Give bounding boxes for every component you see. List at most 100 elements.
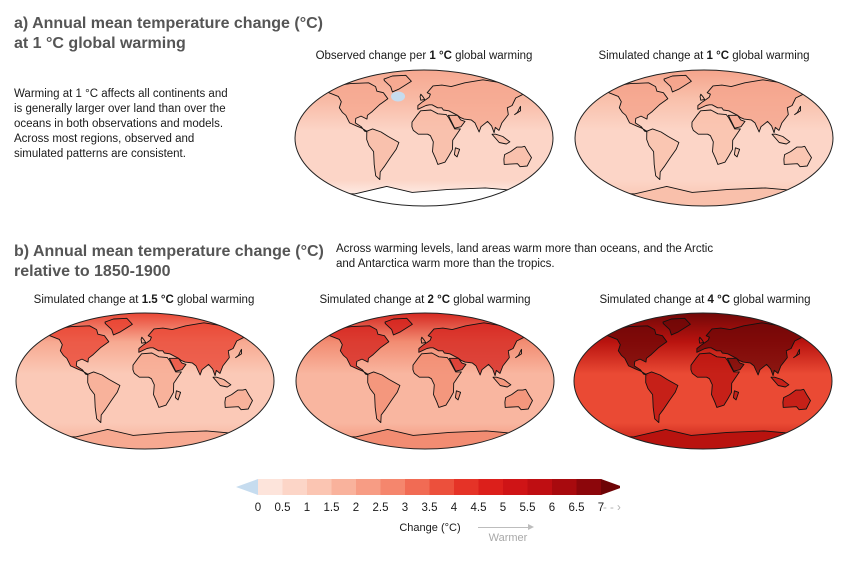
continent-japan — [793, 348, 801, 359]
continent-greenland — [384, 317, 413, 336]
continent-north-america — [601, 82, 669, 133]
continent-australia — [504, 388, 533, 411]
continent-japan — [514, 105, 522, 116]
continent-australia — [224, 388, 253, 411]
continent-europe-asia — [138, 322, 256, 377]
colorbar-tick-label: 1 — [303, 502, 311, 514]
continent-south-america — [646, 128, 680, 181]
map-border — [294, 69, 554, 207]
continent-south-america — [367, 371, 401, 424]
colorbar-tick-label: 5 — [499, 502, 507, 514]
colorbar-tick-label: 5.5 — [519, 502, 536, 514]
continent-africa — [411, 109, 461, 165]
continent-indonesia — [212, 376, 232, 388]
map-title-simulated-1-5c: Simulated change at 1.5 °C global warmin… — [33, 294, 255, 306]
colorbar-tick-label: 1.5 — [323, 502, 340, 514]
continent-madagascar — [454, 390, 462, 401]
warmer-arrow-icon — [478, 524, 534, 530]
section-a-title: a) Annual mean temperature change (°C) a… — [14, 14, 323, 54]
colorbar-tick-label: 0.5 — [274, 502, 291, 514]
continent-africa — [691, 109, 741, 165]
map-simulated-4c — [573, 312, 833, 450]
continent-japan — [515, 348, 523, 359]
colorbar-segment — [478, 479, 504, 495]
map-border — [295, 312, 555, 450]
colorbar-tick-label: 4 — [450, 502, 458, 514]
section-a-title-line1: a) Annual mean temperature change (°C) — [14, 15, 323, 32]
colorbar-segment — [405, 479, 430, 495]
section-b-title-line1: b) Annual mean temperature change (°C) — [14, 243, 324, 260]
ocean-fill — [296, 313, 554, 449]
colorbar-tick-label: 3 — [401, 502, 409, 514]
cooling-patch — [391, 91, 406, 102]
colorbar-segment — [380, 479, 406, 495]
colorbar-segment — [576, 479, 602, 495]
continent-australia — [503, 145, 532, 168]
section-a-description: Warming at 1 °C affects all continents a… — [14, 87, 228, 162]
continent-africa — [690, 352, 740, 408]
section-b-desc-line: Across warming levels, land areas warm m… — [336, 243, 714, 255]
colorbar-tick-label: 6 — [548, 502, 556, 514]
colorbar — [236, 479, 620, 495]
colorbar-segment — [527, 479, 553, 495]
continent-indonesia — [492, 376, 512, 388]
continent-europe-asia — [696, 322, 814, 377]
section-a-desc-line: Across most regions, observed and — [14, 133, 195, 145]
warmer-label: Warmer — [488, 532, 528, 544]
map-border — [15, 312, 275, 450]
section-a-desc-line: oceans in both observations and models. — [14, 118, 224, 130]
ocean-fill — [574, 313, 832, 449]
continent-north-america — [600, 325, 668, 376]
colorbar-segment — [282, 479, 308, 495]
colorbar-segment — [429, 479, 455, 495]
continent-africa — [412, 352, 462, 408]
continent-north-america — [321, 82, 389, 133]
continent-greenland — [104, 317, 133, 336]
continent-uk — [140, 336, 147, 344]
continent-indonesia — [771, 133, 791, 145]
ocean-fill — [295, 70, 553, 206]
ocean-fill — [16, 313, 274, 449]
continent-south-america — [87, 371, 121, 424]
map-observed-1c — [294, 69, 554, 207]
colorbar-tick-label: 2.5 — [372, 502, 389, 514]
colorbar-segment — [454, 479, 479, 495]
map-title-simulated-1c: Simulated change at 1 °C global warming — [598, 50, 810, 62]
map-border — [574, 69, 834, 207]
map-title-simulated-4c: Simulated change at 4 °C global warming — [599, 294, 811, 306]
continent-north-america — [42, 325, 110, 376]
map-simulated-1-5c — [15, 312, 275, 450]
continent-uk — [699, 93, 706, 101]
colorbar-segment — [356, 479, 381, 495]
continent-europe-asia — [697, 79, 815, 134]
continent-uk — [419, 93, 426, 101]
map-title-simulated-2c: Simulated change at 2 °C global warming — [319, 294, 531, 306]
colorbar-tick-label: 2 — [352, 502, 360, 514]
colorbar-segment — [503, 479, 528, 495]
section-a-desc-line: is generally larger over land than over … — [14, 103, 226, 115]
continent-greenland — [662, 317, 691, 336]
map-simulated-1c — [574, 69, 834, 207]
colorbar-tick-label: 6.5 — [568, 502, 585, 514]
map-simulated-2c — [295, 312, 555, 450]
continent-madagascar — [174, 390, 182, 401]
section-b-title-line2: relative to 1850-1900 — [14, 263, 171, 280]
section-b-title: b) Annual mean temperature change (°C) r… — [14, 242, 324, 282]
continent-japan — [794, 105, 802, 116]
continent-madagascar — [453, 147, 461, 158]
map-border — [573, 312, 833, 450]
continent-madagascar — [733, 147, 741, 158]
colorbar-title: Change (°C) — [399, 522, 461, 534]
continent-japan — [235, 348, 243, 359]
colorbar-segment — [307, 479, 332, 495]
colorbar-tick-label: 3.5 — [421, 502, 438, 514]
continent-australia — [782, 388, 811, 411]
ocean-fill — [575, 70, 833, 206]
section-a-desc-line: simulated patterns are consistent. — [14, 148, 186, 160]
continent-madagascar — [732, 390, 740, 401]
continent-uk — [698, 336, 705, 344]
continent-north-america — [322, 325, 390, 376]
colorbar-more-arrow: - - › — [603, 502, 621, 514]
colorbar-hot-triangle — [601, 479, 620, 495]
colorbar-labels: 0 0.5 1 1.5 2 2.5 3 3.5 4 4.5 5 5.5 6 6.5 7 — [0, 502, 853, 518]
